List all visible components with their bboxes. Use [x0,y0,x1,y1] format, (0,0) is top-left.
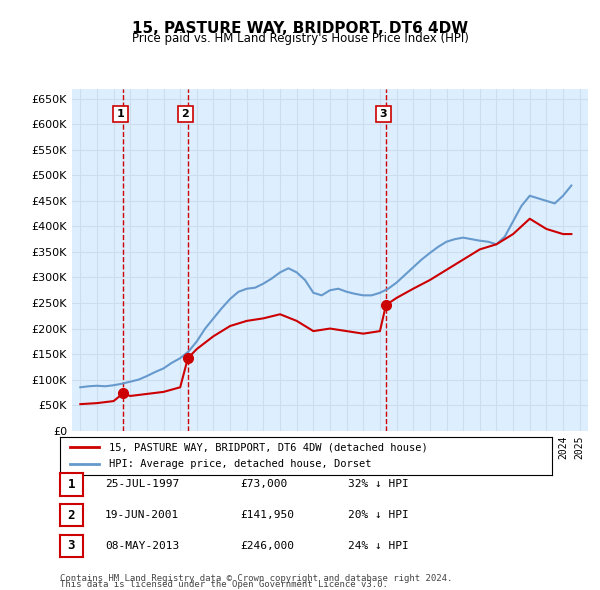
Text: 2: 2 [181,109,189,119]
Text: 15, PASTURE WAY, BRIDPORT, DT6 4DW (detached house): 15, PASTURE WAY, BRIDPORT, DT6 4DW (deta… [109,442,428,453]
Text: 20% ↓ HPI: 20% ↓ HPI [348,510,409,520]
Text: £73,000: £73,000 [240,480,287,489]
Text: 19-JUN-2001: 19-JUN-2001 [105,510,179,520]
Text: 2: 2 [68,509,75,522]
Text: 15, PASTURE WAY, BRIDPORT, DT6 4DW: 15, PASTURE WAY, BRIDPORT, DT6 4DW [132,21,468,35]
Text: 25-JUL-1997: 25-JUL-1997 [105,480,179,489]
Text: 3: 3 [68,539,75,552]
Text: This data is licensed under the Open Government Licence v3.0.: This data is licensed under the Open Gov… [60,580,388,589]
Text: 1: 1 [117,109,124,119]
Text: 1: 1 [68,478,75,491]
Text: Contains HM Land Registry data © Crown copyright and database right 2024.: Contains HM Land Registry data © Crown c… [60,574,452,583]
Text: £141,950: £141,950 [240,510,294,520]
Text: £246,000: £246,000 [240,541,294,550]
Text: 32% ↓ HPI: 32% ↓ HPI [348,480,409,489]
Text: 3: 3 [380,109,387,119]
Text: 24% ↓ HPI: 24% ↓ HPI [348,541,409,550]
Text: HPI: Average price, detached house, Dorset: HPI: Average price, detached house, Dors… [109,459,372,469]
Text: Price paid vs. HM Land Registry's House Price Index (HPI): Price paid vs. HM Land Registry's House … [131,32,469,45]
Text: 08-MAY-2013: 08-MAY-2013 [105,541,179,550]
